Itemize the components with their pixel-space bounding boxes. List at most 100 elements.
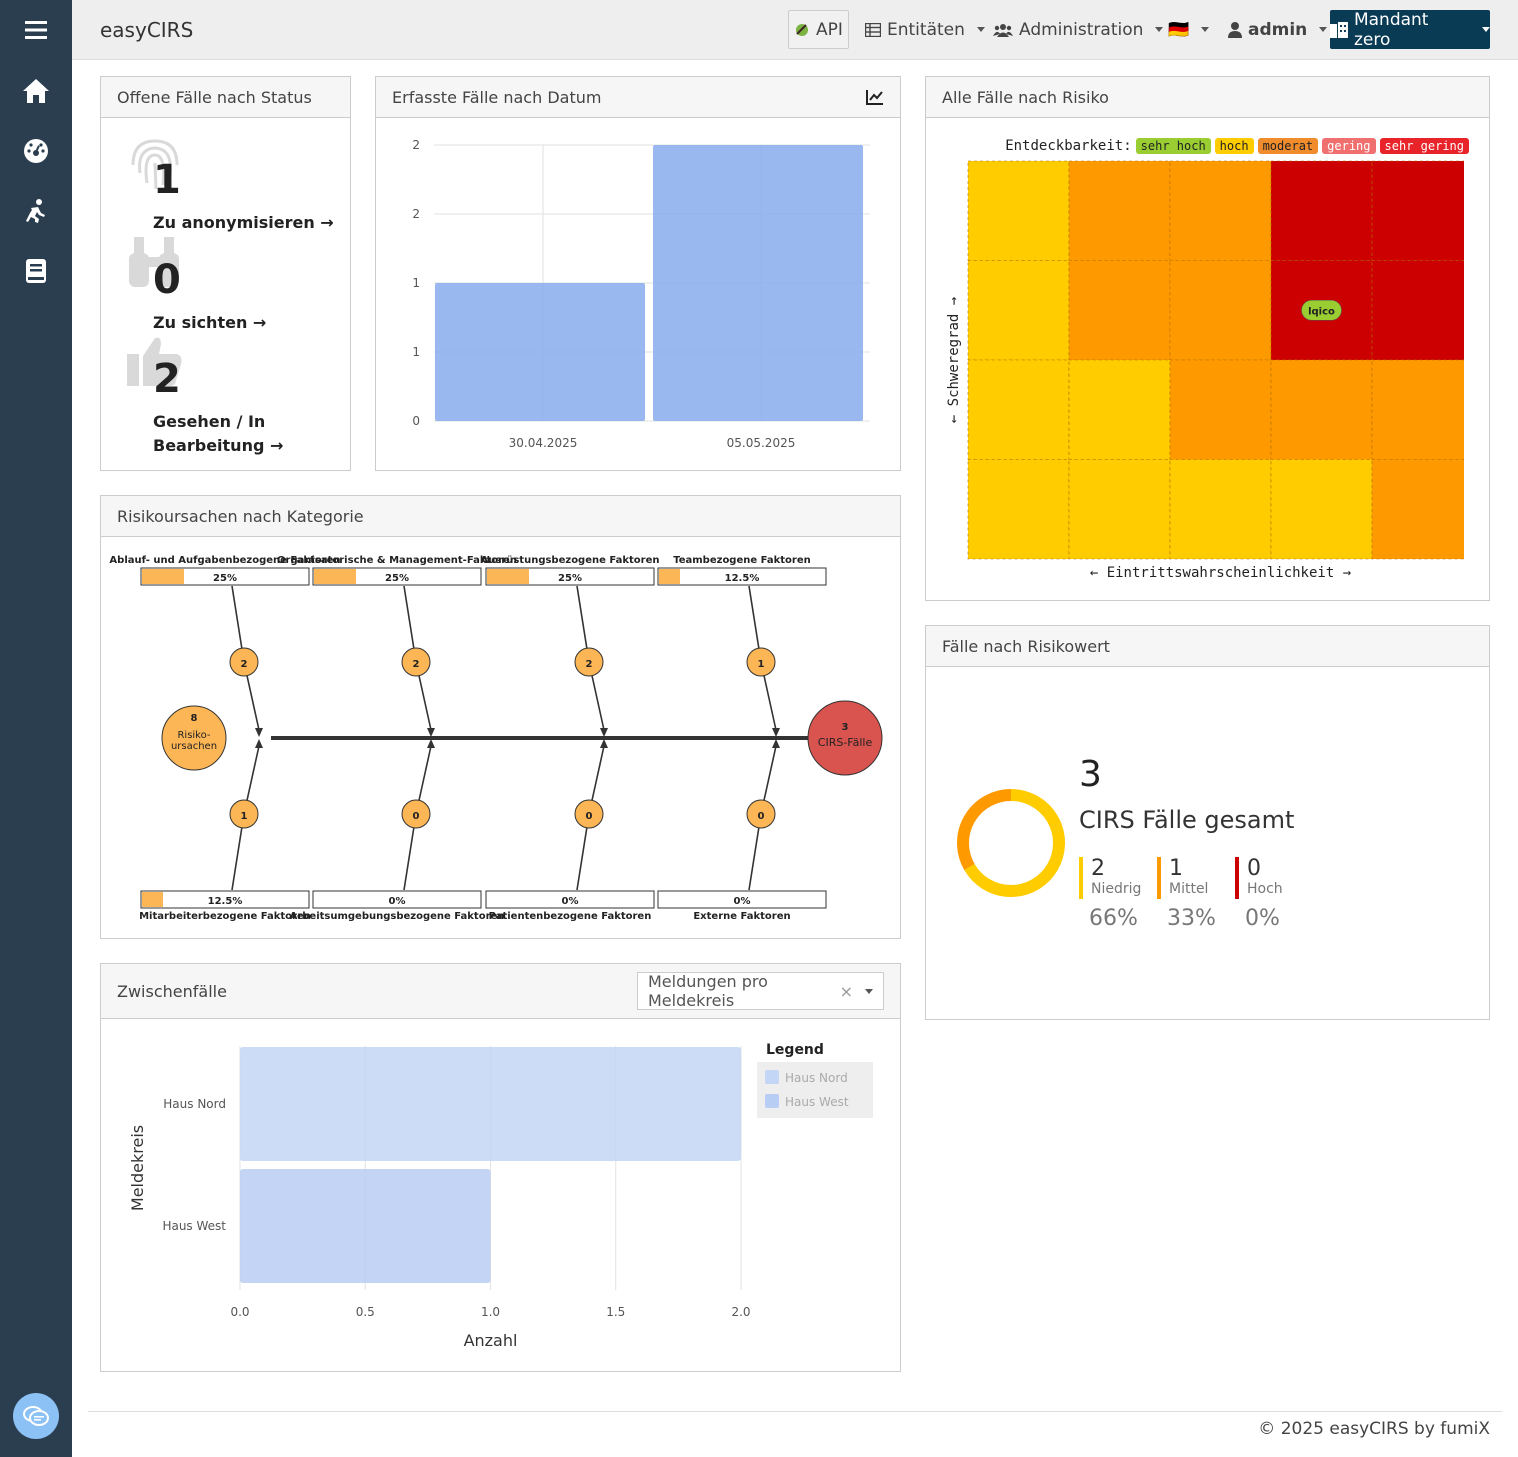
y-tick-label: Haus West [162, 1219, 226, 1233]
status-link[interactable]: Gesehen / In Bearbeitung → [153, 412, 284, 455]
cirs-cases-count: 3 [842, 722, 849, 733]
risk-cell[interactable] [967, 359, 1070, 460]
fishbone-arrow [255, 739, 263, 748]
risk-cell[interactable] [1270, 160, 1373, 261]
risk-cell[interactable] [967, 160, 1070, 261]
category-percent-fill [142, 569, 184, 584]
legend-swatch[interactable] [765, 1070, 779, 1084]
date-bar[interactable] [653, 145, 863, 421]
line-chart-icon[interactable] [866, 89, 884, 105]
risk-cell[interactable] [1068, 359, 1171, 460]
status-link[interactable]: Zu anonymisieren → [153, 213, 334, 232]
risk-legend-chip: sehr gering [1379, 138, 1469, 154]
language-menu[interactable]: 🇩🇪 [1168, 10, 1210, 49]
risk-cell[interactable] [1169, 459, 1272, 560]
probability-axis-label: ← Eintrittswahrscheinlichkeit → [1090, 565, 1351, 581]
user-menu[interactable]: admin [1228, 10, 1328, 49]
user-icon [1228, 21, 1242, 38]
chat-icon[interactable] [13, 1393, 59, 1439]
users-icon [993, 23, 1013, 37]
category-count-circle[interactable] [746, 647, 776, 677]
date-bar[interactable] [435, 283, 645, 421]
category-percent: 25% [558, 573, 582, 584]
risk-cause-total-label: Risiko- [177, 730, 210, 741]
risk-donut-chart [957, 789, 1065, 897]
risk-cell[interactable] [1371, 459, 1464, 560]
incident-bar[interactable] [240, 1169, 491, 1283]
fishbone-arrow [427, 728, 435, 737]
menu-icon[interactable] [16, 10, 56, 50]
risk-cell[interactable] [1169, 160, 1272, 261]
api-button[interactable]: API [788, 10, 849, 49]
risk-cell[interactable] [1270, 459, 1373, 560]
category-count-circle[interactable] [401, 647, 431, 677]
entities-label: Entitäten [887, 19, 965, 40]
donut-slice[interactable] [964, 789, 1065, 897]
entities-menu[interactable]: Entitäten [865, 10, 985, 49]
donut-slice[interactable] [957, 789, 1012, 870]
category-percent-fill [314, 569, 356, 584]
category-count: 0 [758, 811, 765, 822]
category-count-circle[interactable] [746, 799, 776, 829]
category-percent: 12.5% [725, 573, 760, 584]
top-navbar: easyCIRS API Entitäten Administration 🇩🇪… [72, 0, 1518, 60]
risk-case-marker[interactable] [1301, 299, 1342, 321]
risk-cell[interactable] [1169, 359, 1272, 460]
category-count-circle[interactable] [229, 647, 259, 677]
risk-legend-label: Entdeckbarkeit: [1005, 138, 1132, 154]
risk-cell[interactable] [1068, 160, 1171, 261]
legend-item[interactable]: Haus Nord [785, 1071, 848, 1085]
risk-matrix-title: Alle Fälle nach Risiko [942, 87, 1109, 107]
legend-title: Legend [766, 1042, 824, 1058]
risk-cell[interactable] [1270, 359, 1373, 460]
risk-matrix: lqico ← Schweregrad → ← Eintrittswahrschei… [946, 160, 1464, 581]
risk-value-header: Fälle nach Risikowert [926, 626, 1489, 667]
risk-cell[interactable] [1371, 359, 1464, 460]
risk-cell[interactable] [967, 260, 1070, 361]
legend-swatch[interactable] [765, 1094, 779, 1108]
chevron-down-icon [1201, 27, 1210, 32]
home-icon[interactable] [16, 71, 56, 111]
risk-cell[interactable] [1169, 260, 1272, 361]
status-link[interactable]: Zu sichten → [153, 313, 267, 332]
risk-total-label: CIRS Fälle gesamt [1079, 806, 1295, 834]
incident-bar[interactable] [240, 1047, 741, 1161]
risk-stat: 1 Mittel [1157, 857, 1208, 899]
book-icon[interactable] [16, 251, 56, 291]
date-chart-header: Erfasste Fälle nach Datum [376, 77, 900, 118]
category-percent-fill [142, 892, 163, 907]
category-percent-bar [140, 890, 310, 909]
status-panel-title: Offene Fälle nach Status [117, 87, 312, 107]
risk-cell[interactable] [1068, 260, 1171, 361]
y-tick-label: Haus Nord [163, 1097, 226, 1111]
category-count-circle[interactable] [229, 799, 259, 829]
risk-legend-chip: gering [1322, 138, 1376, 154]
category-count-circle[interactable] [574, 647, 604, 677]
risk-cell[interactable] [1371, 160, 1464, 261]
y-tick-label: 2 [412, 138, 420, 152]
cirs-cases-circle [807, 700, 883, 776]
status-count: 2 [153, 356, 181, 402]
mandant-menu[interactable]: Mandant zero [1330, 10, 1490, 50]
clear-icon[interactable]: × [839, 981, 853, 1001]
risk-cell[interactable] [967, 459, 1070, 560]
incidents-title: Zwischenfälle [117, 981, 227, 1001]
app-title[interactable]: easyCIRS [100, 18, 194, 42]
category-name: Ausrüstungsbezogene Faktoren [480, 555, 659, 566]
date-chart-panel: Erfasste Fälle nach Datum 0 1 1 2 2 30.04.202… [375, 76, 901, 471]
category-percent-fill [659, 569, 680, 584]
incident-icon[interactable] [16, 191, 56, 231]
administration-menu[interactable]: Administration [993, 10, 1164, 49]
x-tick-label: 1.0 [481, 1305, 500, 1319]
legend-item[interactable]: Haus West [785, 1095, 849, 1109]
fingerprint-icon [131, 139, 179, 190]
risk-cell[interactable] [1068, 459, 1171, 560]
fishbone-arrow [255, 728, 263, 737]
category-count-circle[interactable] [574, 799, 604, 829]
category-count-circle[interactable] [401, 799, 431, 829]
risk-cell[interactable] [1371, 260, 1464, 361]
y-tick-label: 1 [412, 345, 420, 359]
category-percent-bar [485, 890, 655, 909]
incidents-view-select[interactable]: Meldungen pro Meldekreis × [637, 972, 884, 1010]
dashboard-icon[interactable] [16, 131, 56, 171]
